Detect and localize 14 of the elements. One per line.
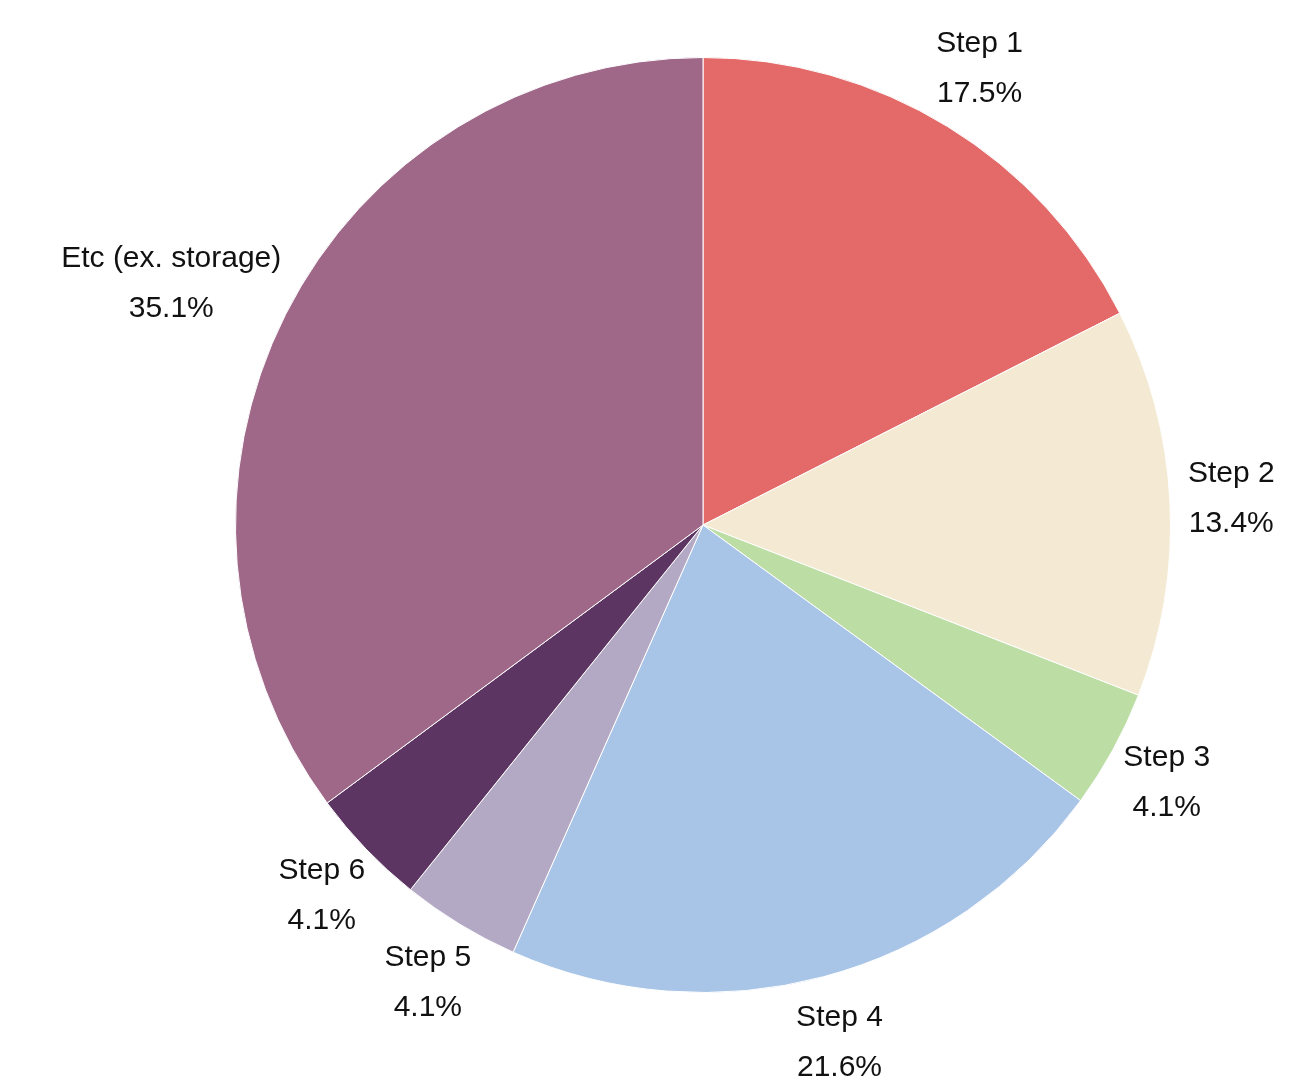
slice-label: Step 6 xyxy=(278,852,366,886)
data-label: 13.4% xyxy=(1188,505,1274,539)
slice-label: Step 2 xyxy=(1187,455,1275,489)
slice-label: Step 1 xyxy=(936,24,1023,58)
data-label: 35.1% xyxy=(128,290,214,324)
slice-label: Step 3 xyxy=(1123,738,1211,772)
slice-label: Etc (ex. storage) xyxy=(61,240,282,274)
data-label: 4.1% xyxy=(1132,788,1201,822)
data-label: 4.1% xyxy=(393,988,463,1022)
data-label: 17.5% xyxy=(937,74,1023,108)
slice-label: Step 4 xyxy=(796,998,883,1032)
data-label: 21.6% xyxy=(796,1048,883,1082)
slice-label: Step 5 xyxy=(384,938,472,972)
data-label: 4.1% xyxy=(287,902,356,936)
